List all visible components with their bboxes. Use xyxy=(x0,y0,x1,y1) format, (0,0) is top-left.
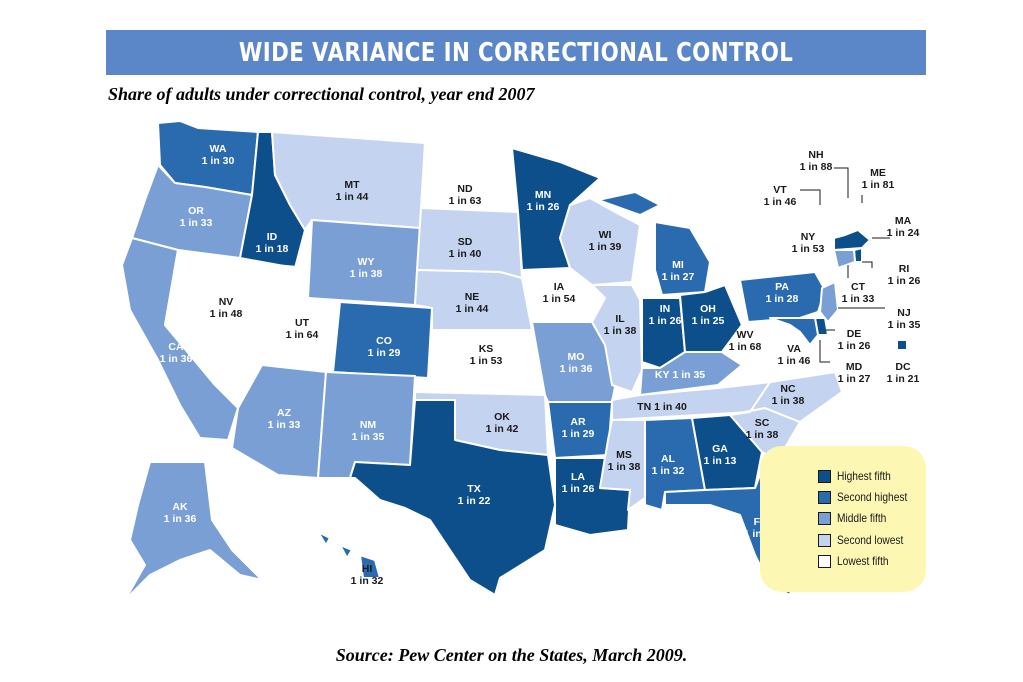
label-HI: HI 1 in 32 xyxy=(351,563,384,587)
legend-swatch xyxy=(818,533,831,547)
legend-label: Second lowest xyxy=(837,533,904,547)
label-WA: WA 1 in 30 xyxy=(202,143,235,167)
label-NE: NE 1 in 44 xyxy=(456,291,489,315)
label-GA: GA 1 in 13 xyxy=(704,443,737,467)
legend-item-middle-fifth: Middle fifth xyxy=(818,510,895,526)
label-NC: NC 1 in 38 xyxy=(772,383,805,407)
label-DE: DE 1 in 26 xyxy=(838,328,871,352)
label-VA: VA 1 in 46 xyxy=(778,343,811,367)
label-ID: ID 1 in 18 xyxy=(256,231,289,255)
label-WI: WI 1 in 39 xyxy=(589,229,622,253)
label-AL: AL 1 in 32 xyxy=(652,453,685,477)
label-DC: DC 1 in 21 xyxy=(887,361,920,385)
state-HI xyxy=(317,531,381,579)
label-CT: CT 1 in 33 xyxy=(842,281,875,305)
label-SD: SD 1 in 40 xyxy=(449,236,482,260)
state-TX xyxy=(349,399,556,596)
label-CA: CA 1 in 36 xyxy=(160,341,193,365)
label-KS: KS 1 in 53 xyxy=(470,343,503,367)
source-note: Source: Pew Center on the States, March … xyxy=(335,645,688,665)
label-MT: MT 1 in 44 xyxy=(336,179,369,203)
label-NV: NV 1 in 48 xyxy=(210,296,243,320)
state-IL xyxy=(591,284,643,393)
label-NH: NH 1 in 88 xyxy=(800,149,833,173)
legend-item-second-highest: Second highest xyxy=(818,489,920,505)
legend xyxy=(760,446,926,592)
label-SC: SC 1 in 38 xyxy=(746,417,779,441)
legend-swatch xyxy=(818,511,831,525)
label-NM: NM 1 in 35 xyxy=(352,419,385,443)
legend-item-second-lowest: Second lowest xyxy=(818,532,915,548)
label-NY: NY 1 in 53 xyxy=(792,231,825,255)
map-title: WIDE VARIANCE IN CORRECTIONAL CONTROL xyxy=(238,37,794,68)
state-VT xyxy=(829,202,844,239)
label-WV: WV 1 in 68 xyxy=(729,329,762,353)
label-UT: UT 1 in 64 xyxy=(286,317,319,341)
label-AZ: AZ 1 in 33 xyxy=(268,407,301,431)
label-KY: KY 1 in 35 xyxy=(655,369,705,381)
state-ME xyxy=(849,159,896,231)
label-TN: TN 1 in 40 xyxy=(637,401,687,413)
label-RI: RI 1 in 26 xyxy=(888,263,921,287)
legend-swatch xyxy=(818,490,831,504)
label-MD: MD 1 in 27 xyxy=(838,361,871,385)
state-WI xyxy=(559,197,641,286)
label-CO: CO 1 in 29 xyxy=(368,335,401,359)
label-MI: MI 1 in 27 xyxy=(662,259,695,283)
state-MD xyxy=(769,317,819,346)
legend-label: Middle fifth xyxy=(837,511,887,525)
label-LA: LA 1 in 26 xyxy=(562,471,595,495)
map-subtitle: Share of adults under correctional contr… xyxy=(108,84,535,104)
us-map: WA 1 in 30 OR 1 in 33 CA 1 in 36 ID 1 in 18 … xyxy=(121,120,921,601)
label-PA: PA 1 in 28 xyxy=(766,281,799,305)
label-MO: MO 1 in 36 xyxy=(560,351,593,375)
leader-lines xyxy=(800,167,890,363)
legend-label: Second highest xyxy=(837,490,908,504)
legend-item-lowest-fifth: Lowest fifth xyxy=(818,553,898,569)
state-AK xyxy=(124,461,263,601)
label-AK: AK 1 in 36 xyxy=(164,501,197,525)
legend-swatch xyxy=(818,469,831,483)
state-GA xyxy=(691,414,763,491)
label-MN: MN 1 in 26 xyxy=(527,189,560,213)
legend-label: Lowest fifth xyxy=(837,554,889,568)
label-WY: WY 1 in 38 xyxy=(350,256,383,280)
label-OK: OK 1 in 42 xyxy=(486,411,519,435)
label-IL: IL 1 in 38 xyxy=(604,313,637,337)
label-MS: MS 1 in 38 xyxy=(608,449,641,473)
legend-item-highest-fifth: Highest fifth xyxy=(818,468,900,484)
label-ND: ND 1 in 63 xyxy=(449,183,482,207)
label-TX: TX 1 in 22 xyxy=(458,483,491,507)
state-NJ xyxy=(819,281,839,323)
state-CT xyxy=(833,249,856,269)
label-AR: AR 1 in 29 xyxy=(562,416,595,440)
label-OH: OH 1 in 25 xyxy=(692,303,725,327)
label-NJ: NJ 1 in 35 xyxy=(888,307,921,331)
state-DC xyxy=(896,339,908,351)
label-OR: OR 1 in 33 xyxy=(180,205,213,229)
label-VT: VT 1 in 46 xyxy=(764,184,797,208)
label-IN: IN 1 in 26 xyxy=(649,303,682,327)
label-ME: ME 1 in 81 xyxy=(862,167,895,191)
legend-swatch xyxy=(818,554,831,568)
label-IA: IA 1 in 54 xyxy=(543,281,576,305)
legend-label: Highest fifth xyxy=(837,469,891,483)
title-banner: WIDE VARIANCE IN CORRECTIONAL CONTROL xyxy=(106,30,926,75)
label-MA: MA 1 in 24 xyxy=(887,215,920,239)
